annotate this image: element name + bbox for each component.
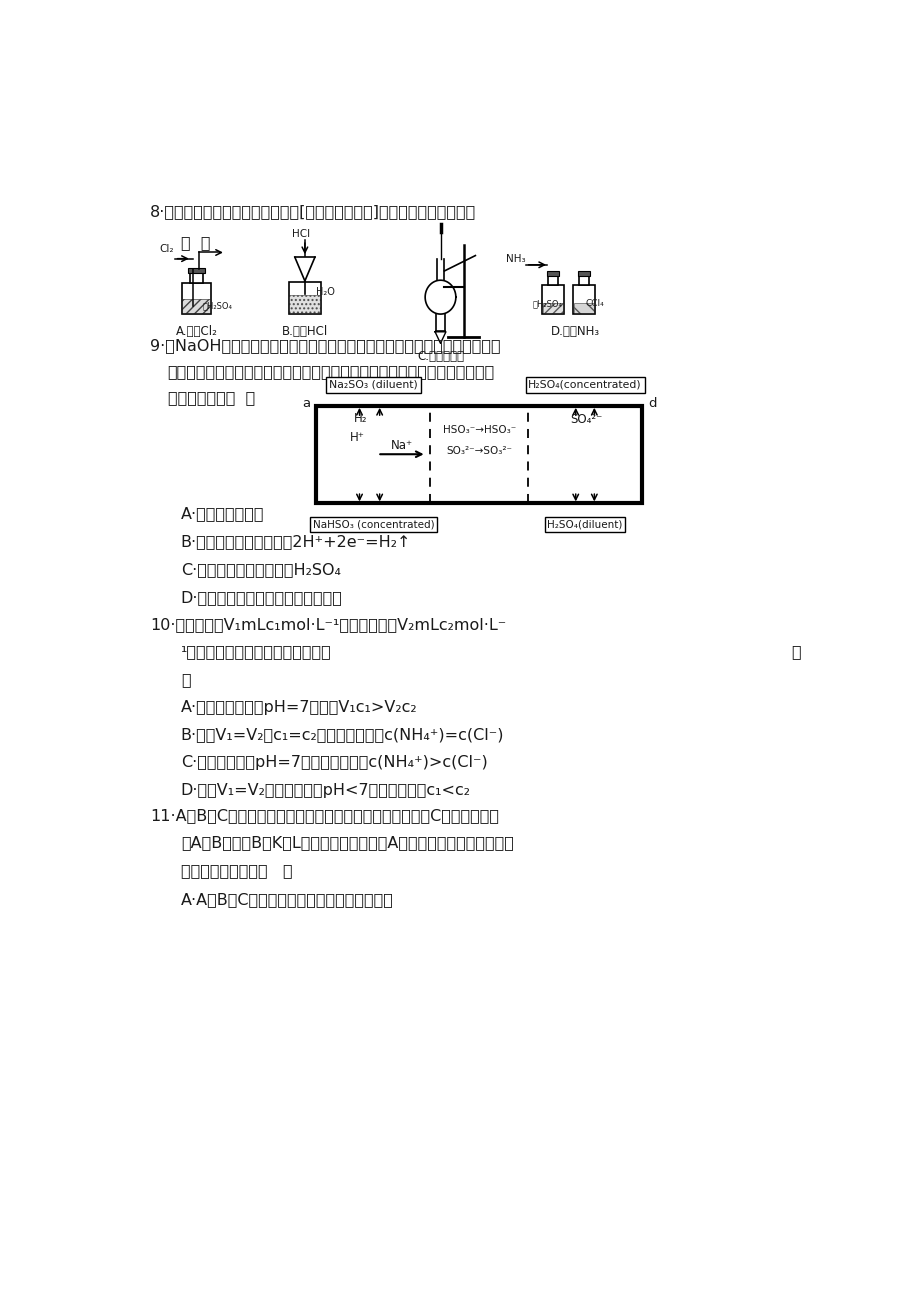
Text: Cl₂: Cl₂ [160,245,174,254]
Text: C·该过程主要是为了获得H₂SO₄: C·该过程主要是为了获得H₂SO₄ [181,562,341,577]
Text: B·假设V₁=V₂，c₁=c₂，那么混合液中c(NH₄⁺)=c(Cl⁻): B·假设V₁=V₂，c₁=c₂，那么混合液中c(NH₄⁺)=c(Cl⁻) [181,728,504,742]
Bar [289,294,320,314]
Bar [573,302,594,314]
Text: H⁺: H⁺ [350,431,365,444]
Text: HCl: HCl [291,229,310,240]
Text: H₂: H₂ [354,411,368,424]
Text: NH₃: NH₃ [505,254,525,264]
Bar [548,272,557,285]
Bar [577,271,589,276]
Text: NaHSO₃ (concentrated): NaHSO₃ (concentrated) [312,519,434,530]
Bar [546,271,559,276]
Text: 〔  〕: 〔 〕 [181,234,210,250]
Text: 艺叫再生循环脱硫法。其中阴阳膜组合循环再生机理如图，那么以下有关说法: 艺叫再生循环脱硫法。其中阴阳膜组合循环再生机理如图，那么以下有关说法 [167,365,494,379]
Bar [188,268,204,273]
Text: A·假设混合溶液的pH=7，那么V₁c₁>V₂c₂: A·假设混合溶液的pH=7，那么V₁c₁>V₂c₂ [181,700,417,715]
Text: A·A、B、C所组成的单质晶体类型不可能相同: A·A、B、C所组成的单质晶体类型不可能相同 [181,892,393,907]
Text: 法中正确的选项是〔   〕: 法中正确的选项是〔 〕 [181,863,292,878]
Text: 10·常温时，将V₁mLc₁mol·L⁻¹的氨水滴加到V₂mLc₂mol·L⁻: 10·常温时，将V₁mLc₁mol·L⁻¹的氨水滴加到V₂mLc₂mol·L⁻ [150,617,505,631]
Bar [573,285,594,314]
Text: H₂SO₄(diluent): H₂SO₄(diluent) [547,519,622,530]
Text: SO₃²⁻→SO₃²⁻: SO₃²⁻→SO₃²⁻ [446,447,512,456]
Text: Na₂SO₃ (diluent): Na₂SO₃ (diluent) [329,380,417,389]
Text: A.干燥Cl₂: A.干燥Cl₂ [176,326,217,339]
Text: H₂O: H₂O [315,286,335,297]
Text: A·阳极区酸性减弱: A·阳极区酸性减弱 [181,506,264,522]
Bar [182,299,210,314]
Text: 8·用以下实验装置完成对应的实验[局部仪器已省略]，能到达实验目的的是: 8·用以下实验装置完成对应的实验[局部仪器已省略]，能到达实验目的的是 [150,204,476,219]
Text: C.石油的蒸馏: C.石油的蒸馏 [416,349,463,362]
Text: C·假设混合液的pH=7，那么混合液中c(NH₄⁺)>c(Cl⁻): C·假设混合液的pH=7，那么混合液中c(NH₄⁺)>c(Cl⁻) [181,755,487,771]
Text: 〕: 〕 [181,672,190,687]
Text: B.吸收HCl: B.吸收HCl [281,326,328,339]
Text: H₂SO₄(concentrated): H₂SO₄(concentrated) [528,380,641,389]
Bar [541,285,563,314]
Bar [579,272,588,285]
Text: a: a [301,397,310,410]
Text: Na⁺: Na⁺ [391,439,413,452]
Text: D·假设V₁=V₂，且混合液的pH<7，那么一定有c₁<c₂: D·假设V₁=V₂，且混合液的pH<7，那么一定有c₁<c₂ [181,783,471,798]
Text: 为A、B之和，B的K、L两层电子数之差等于A核外电子数的两倍。以下说: 为A、B之和，B的K、L两层电子数之差等于A核外电子数的两倍。以下说 [181,836,513,850]
Text: B·阴极区电极反应式为：2H⁺+2e⁻=H₂↑: B·阴极区电极反应式为：2H⁺+2e⁻=H₂↑ [181,534,411,549]
Bar [190,270,202,284]
Bar [316,406,641,503]
Text: CCl₄: CCl₄ [584,299,604,309]
Bar [542,302,562,314]
Text: 11·A、B、C为短周期中原子序数依次增大的三种主族元素，C的核内质子数: 11·A、B、C为短周期中原子序数依次增大的三种主族元素，C的核内质子数 [150,807,498,823]
Text: 稀H₂SO₄: 稀H₂SO₄ [532,299,562,309]
Text: SO₄²⁻: SO₄²⁻ [570,414,602,427]
Bar [181,284,210,314]
Text: HSO₃⁻→HSO₃⁻: HSO₃⁻→HSO₃⁻ [442,426,516,435]
Text: D·电解时两个电极都只能用惰性材料: D·电解时两个电极都只能用惰性材料 [181,590,343,604]
Text: D.吸收NH₃: D.吸收NH₃ [550,326,599,339]
Text: 〔: 〔 [790,644,800,659]
Text: 液H₂SO₄: 液H₂SO₄ [202,301,233,310]
Text: d: d [648,397,656,410]
Text: 9·用NaOH溶液吸收二氧化硫，将所得的混合液进行电解循环再生，这种新工: 9·用NaOH溶液吸收二氧化硫，将所得的混合液进行电解循环再生，这种新工 [150,339,500,353]
Text: ¹盐酸中，下述结论中正确的选项是: ¹盐酸中，下述结论中正确的选项是 [181,644,331,659]
Bar [289,281,321,314]
Text: 正确的选项是〔  〕: 正确的选项是〔 〕 [167,391,255,405]
